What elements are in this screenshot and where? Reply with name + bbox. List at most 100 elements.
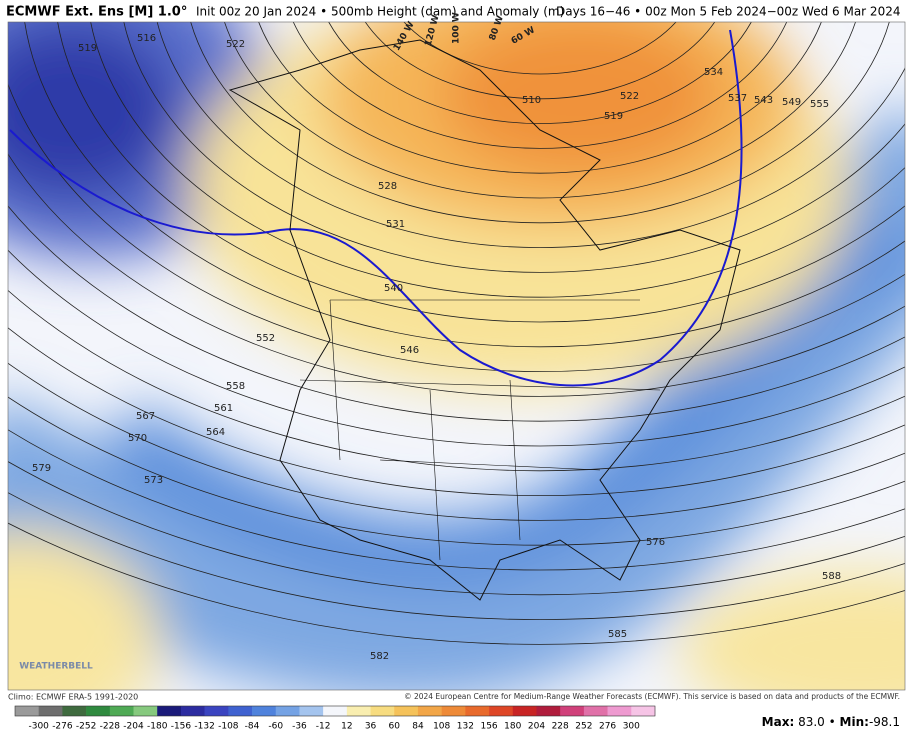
colorbar-tick-label: -84: [245, 722, 260, 732]
contour-label: 564: [206, 427, 225, 438]
contour: [403, 22, 677, 75]
contour-label: 555: [810, 99, 829, 110]
colorbar-swatch: [15, 706, 40, 716]
contour-label: 522: [226, 39, 245, 50]
contour: [8, 396, 905, 546]
colorbar-tick-label: -12: [316, 722, 331, 732]
contour: [292, 22, 788, 149]
colorbar-swatch: [346, 706, 371, 716]
max-label: Max:: [762, 715, 795, 729]
contour: [190, 22, 890, 224]
contour: [8, 205, 905, 422]
contour: [57, 22, 905, 323]
colorbar-swatch: [323, 706, 348, 716]
contour-labels: 519 516 522 528 531 540 546 552 558 561 …: [32, 33, 841, 662]
init-text: Init 00z 20 Jan 2024 • 500mb Height (dam…: [196, 5, 564, 19]
colorbar-swatch: [38, 706, 63, 716]
colorbar-swatch: [299, 706, 324, 716]
contour-label: 579: [32, 463, 51, 474]
contour-label: 573: [144, 475, 163, 486]
colorbar-tick-label: -300: [28, 722, 49, 732]
colorbar-tick-label: 84: [412, 722, 424, 732]
colorbar-swatch: [536, 706, 561, 716]
copyright: © 2024 European Centre for Medium-Range …: [404, 692, 900, 701]
contour-label: 582: [370, 651, 389, 662]
contour-label: 549: [782, 97, 801, 108]
colorbar-swatch: [62, 706, 87, 716]
coastline: [228, 39, 741, 601]
colorbar-swatch: [180, 706, 205, 716]
colorbar-swatch: [109, 706, 134, 716]
contour: [328, 22, 752, 124]
colorbar-tick-label: -276: [52, 722, 73, 732]
longitude-label: 100 W: [452, 12, 462, 44]
colorbar-swatch: [394, 706, 419, 716]
contour: [364, 22, 716, 100]
contour: [258, 22, 822, 174]
colorbar-tick-label: 108: [433, 722, 450, 732]
contour-label: 519: [604, 111, 623, 122]
colorbar-tick-label: -156: [171, 722, 192, 732]
contour-label: 519: [78, 43, 97, 54]
colorbar-tick-label: 300: [623, 722, 640, 732]
contour-label: 534: [704, 67, 723, 78]
colorbar-tick-label: 180: [504, 722, 521, 732]
colorbar-swatch: [560, 706, 585, 716]
colorbar-swatch: [157, 706, 182, 716]
contour-label: 546: [400, 345, 419, 356]
colorbar-swatch: [441, 706, 466, 716]
contour: [24, 22, 905, 348]
colorbar-swatch: [512, 706, 537, 716]
contour: [123, 22, 905, 273]
contour-label: 543: [754, 95, 773, 106]
contour: [8, 429, 905, 571]
contour-label: 552: [256, 333, 275, 344]
climo-text: Climo: ECMWF ERA-5 1991-2020: [8, 693, 138, 702]
colorbar-swatch: [275, 706, 300, 716]
max-min: Max: 83.0 • Min:-98.1: [762, 715, 900, 729]
contour-label: 567: [136, 411, 155, 422]
colorbar-swatch: [417, 706, 442, 716]
colorbar-tick-label: 132: [457, 722, 474, 732]
colorbar-tick-label: 60: [389, 722, 401, 732]
colorbar-tick-label: -108: [218, 722, 239, 732]
contour-label: 588: [822, 571, 841, 582]
borders: [299, 299, 661, 561]
colorbar-tick-label: 276: [599, 722, 616, 732]
contour: [8, 82, 905, 372]
colorbar-swatch: [465, 706, 490, 716]
contour-540: [9, 29, 743, 387]
contour-label: 510: [522, 95, 541, 106]
colorbar-tick-label: 12: [341, 722, 352, 732]
colorbar: -300 -276 -252 -228 -204 -180 -156 -132 -108 -84-…: [14, 705, 656, 732]
contour-label: 540: [384, 283, 403, 294]
colorbar-tick-label: 156: [480, 722, 497, 732]
colorbar-tick-label: -252: [76, 722, 96, 732]
height-contours: [8, 22, 905, 645]
colorbar-swatch: [133, 706, 158, 716]
contour: [8, 362, 905, 521]
contour-label: 570: [128, 433, 147, 444]
colorbar-swatch: [631, 706, 656, 716]
colorbar-tick-label: -132: [194, 722, 214, 732]
colorbar-swatch: [583, 706, 608, 716]
contour: [8, 327, 905, 496]
contour-label: 585: [608, 629, 627, 640]
contour: [8, 522, 905, 645]
contour-label: 522: [620, 91, 639, 102]
max-value: 83.0: [798, 715, 825, 729]
contour-label: 561: [214, 403, 233, 414]
colorbar-swatch: [86, 706, 111, 716]
colorbar-tick-label: 228: [552, 722, 569, 732]
contour: [90, 22, 905, 298]
contour-label: 576: [646, 537, 665, 548]
colorbar-tick-label: -180: [147, 722, 168, 732]
valid-text: Days 16−46 • 00z Mon 5 Feb 2024−00z Wed …: [556, 5, 900, 19]
contour-label: 528: [378, 181, 397, 192]
min-value: -98.1: [869, 715, 900, 729]
min-label: Min:: [840, 715, 869, 729]
separator: •: [829, 715, 836, 729]
contour: [8, 153, 905, 397]
